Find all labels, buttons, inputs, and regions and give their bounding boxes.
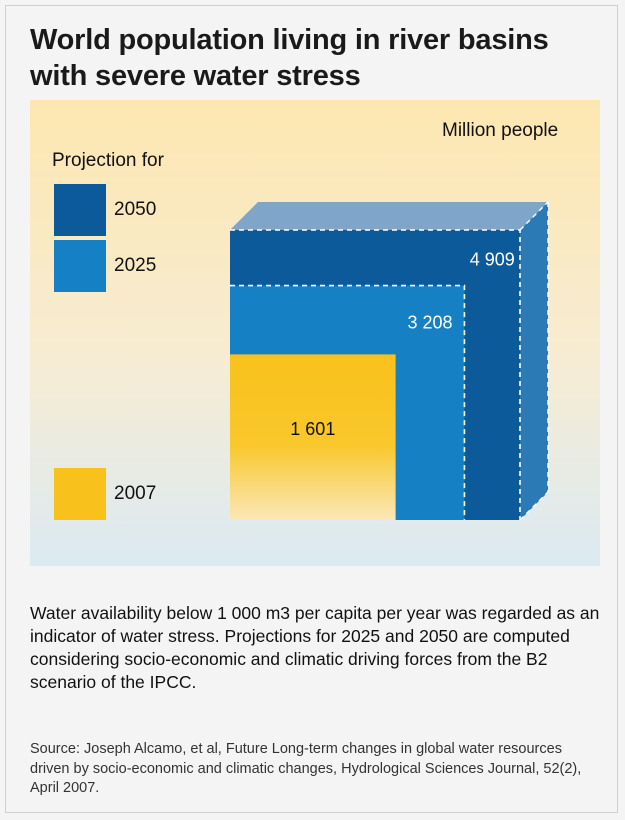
unit-label: Million people [442, 120, 559, 141]
value-label-2050: 4 909 [470, 250, 515, 270]
legend-label-2025: 2025 [114, 255, 157, 276]
legend-swatch-2025 [54, 240, 106, 292]
source-citation: Source: Joseph Alcamo, et al, Future Lon… [30, 741, 582, 796]
legend-label-2050: 2050 [114, 199, 157, 220]
value-label-2007: 1 601 [290, 419, 335, 439]
dashed-outline-2025 [230, 284, 466, 520]
legend-title: Projection for [52, 150, 164, 171]
legend-swatch-2050 [54, 184, 106, 236]
legend-label-2007: 2007 [114, 483, 157, 504]
value-label-2025: 3 208 [408, 312, 453, 332]
chart-note: Water availability below 1 000 m3 per ca… [30, 603, 600, 692]
chart-title: World population living in river basins … [30, 24, 549, 92]
cube-top-face [230, 202, 548, 230]
cube-side-face [520, 202, 548, 520]
square-2007 [230, 354, 396, 520]
legend-swatch-2007 [54, 468, 106, 520]
dashed-cube-edges [519, 201, 549, 521]
